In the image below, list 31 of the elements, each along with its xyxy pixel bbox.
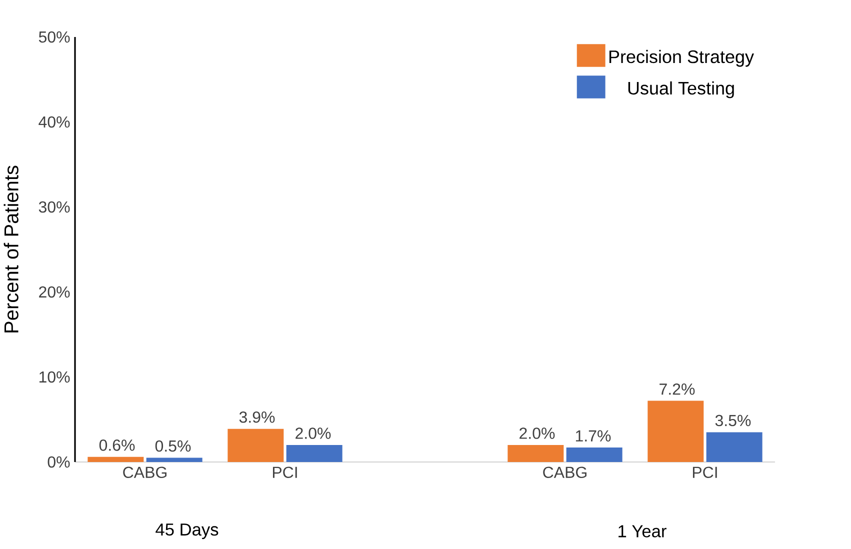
bar xyxy=(566,448,622,462)
y-tick-label: 50% xyxy=(38,31,70,43)
data-label: 2.0% xyxy=(520,428,555,439)
y-tick-label: 30% xyxy=(38,201,70,213)
bar xyxy=(228,428,284,462)
bar xyxy=(508,444,564,462)
x-tick-label: CABG xyxy=(123,466,166,478)
y-tick-label: 40% xyxy=(38,116,70,128)
data-label: 3.9% xyxy=(239,411,275,423)
legend-label: Precision Strategy xyxy=(609,50,754,67)
data-label: 7.2% xyxy=(660,383,695,395)
data-label: 3.5% xyxy=(715,414,751,426)
data-label: 0.6% xyxy=(99,440,135,451)
text: 45 Days xyxy=(156,524,218,540)
data-label: 0.5% xyxy=(155,440,191,452)
x-tick-label: PCI xyxy=(692,466,717,478)
text: 1 Year xyxy=(618,525,666,538)
y-axis-title: Percent of Patients xyxy=(4,166,18,332)
y-tick-label: 20% xyxy=(39,286,70,298)
y-tick-label: 10% xyxy=(39,371,70,383)
x-tick-label: CABG xyxy=(543,466,586,478)
x-tick-label: PCI xyxy=(272,466,297,478)
data-label: 2.0% xyxy=(296,428,331,439)
bar xyxy=(146,458,202,462)
bar xyxy=(286,444,342,462)
data-label: 1.7% xyxy=(576,430,611,442)
y-tick-label: 0% xyxy=(48,456,70,468)
legend-label: Usual Testing xyxy=(628,81,734,98)
bar xyxy=(88,456,144,462)
bar xyxy=(648,400,704,462)
bar xyxy=(706,432,762,462)
